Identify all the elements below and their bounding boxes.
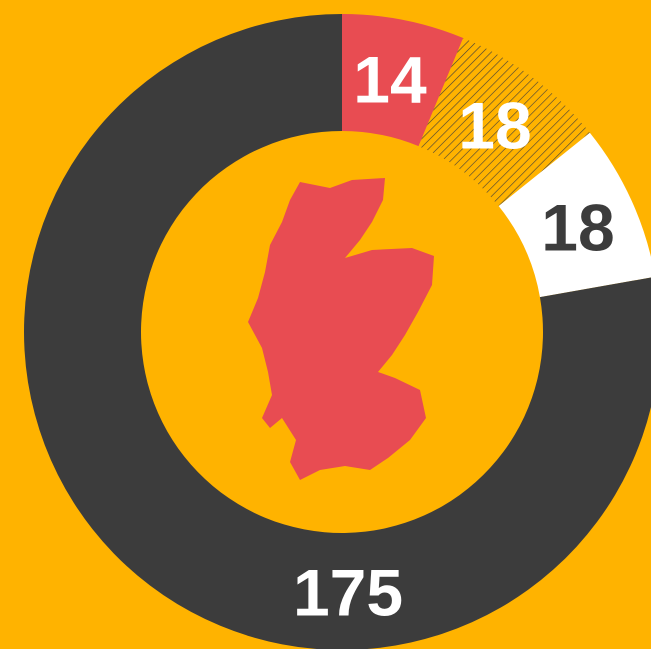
donut-segment: [418, 37, 590, 207]
donut-segment: [24, 14, 651, 649]
scotland-map: [248, 178, 434, 480]
donut-segment: [498, 132, 651, 298]
segment-label: 175: [293, 555, 403, 629]
segment-label: 14: [353, 42, 427, 116]
segment-label: 18: [458, 88, 531, 162]
segment-label: 18: [541, 190, 614, 264]
donut-segment: [342, 14, 464, 147]
